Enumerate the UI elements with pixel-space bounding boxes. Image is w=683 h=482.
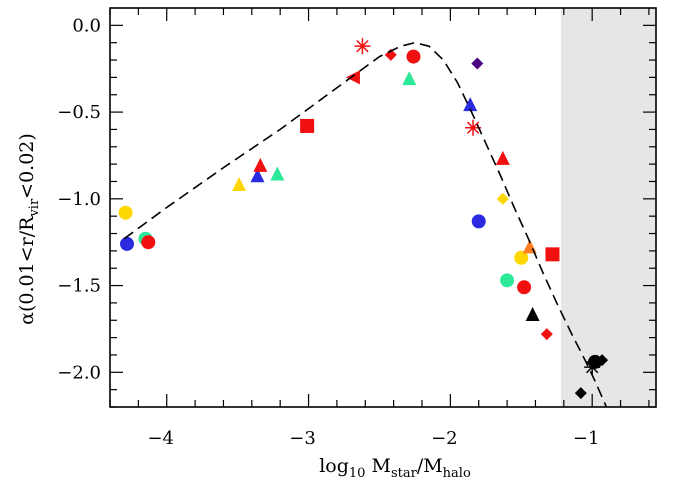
data-point-circle (500, 273, 515, 288)
data-point-diamond (596, 354, 609, 367)
data-point-triangle (253, 157, 268, 172)
fit-curve (123, 41, 608, 408)
data-point-triangle (525, 307, 540, 322)
data-point-circle (141, 235, 156, 250)
data-point-circle (517, 280, 532, 295)
y-tick-label: −2.0 (57, 362, 101, 383)
plot-frame (109, 7, 657, 408)
data-point-triangle (232, 176, 247, 191)
y-tick-label: −1.5 (57, 276, 101, 297)
data-point-triangle (250, 168, 265, 183)
x-tick-label: −4 (147, 428, 174, 449)
y-tick-label: −0.5 (57, 102, 101, 123)
data-points (118, 38, 609, 400)
x-tick-label: −3 (289, 428, 316, 449)
data-point-diamond (540, 328, 553, 341)
data-point-diamond (471, 57, 484, 70)
y-axis-title: α(0.01<r/Rvir<0.02) (16, 133, 42, 325)
y-tick-label: −1.0 (57, 189, 101, 210)
data-point-circle (118, 205, 133, 220)
y-tick-label: 0.0 (72, 15, 101, 36)
data-point-diamond (574, 387, 587, 400)
data-point-circle (406, 49, 421, 64)
data-point-asterisk (354, 38, 371, 55)
x-axis-title: log10 Mstar/Mhalo (319, 455, 471, 481)
data-point-triangle-left (345, 70, 360, 85)
data-point-circle (120, 236, 135, 251)
x-tick-label: −1 (573, 428, 600, 449)
data-point-square (545, 247, 560, 262)
x-tick-label: −2 (431, 428, 458, 449)
shaded-region (560, 8, 656, 407)
data-point-triangle (402, 71, 417, 86)
data-point-triangle (495, 150, 510, 165)
data-point-diamond (496, 192, 509, 205)
axis-ticks: −4 −3 −2 −1 0.0 −0.5 −1.0 −1.5 −2.0 (57, 8, 656, 449)
data-point-triangle (270, 166, 285, 181)
data-point-square (300, 118, 315, 133)
data-point-circle (471, 214, 486, 229)
data-point-circle (514, 250, 529, 265)
data-point-triangle (463, 97, 478, 112)
